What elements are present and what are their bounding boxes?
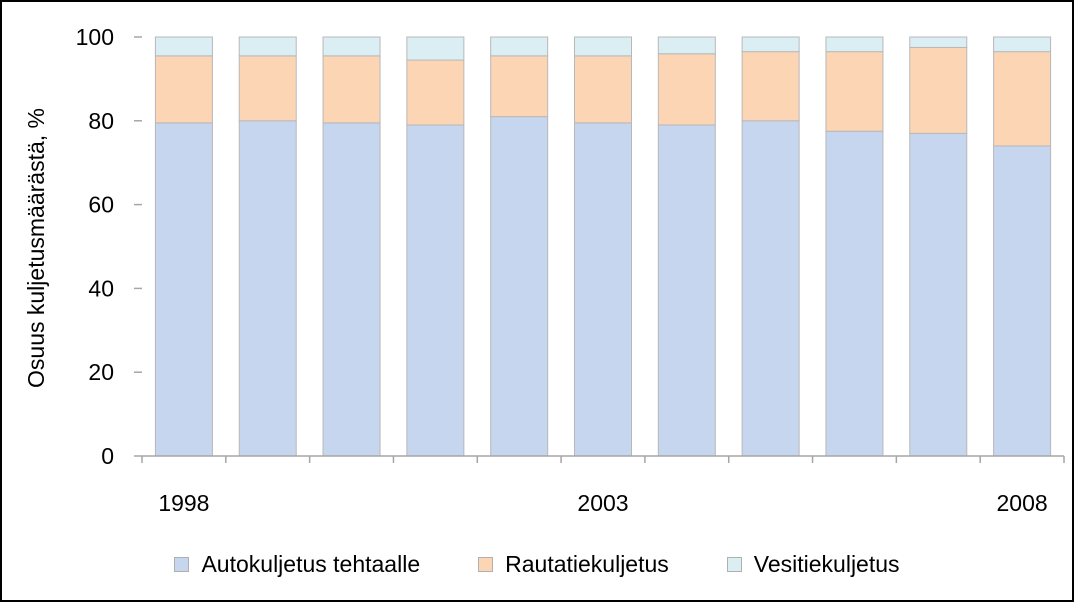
y-tick-label: 80: [88, 108, 114, 134]
bar-segment-vesitiekuljetus: [574, 36, 632, 57]
bar-segment-autokuljetus-tehtaalle: [657, 124, 716, 457]
legend-label: Rautatiekuljetus: [505, 550, 669, 577]
legend-swatch: [726, 556, 742, 572]
bar-segment-vesitiekuljetus: [909, 36, 968, 48]
bar-segment-vesitiekuljetus: [825, 36, 884, 53]
bar-segment-autokuljetus-tehtaalle: [825, 130, 884, 457]
x-tick-label: 1998: [158, 490, 209, 516]
y-tick-label: 0: [101, 443, 114, 469]
bar-segment-rautatiekuljetus: [322, 55, 381, 124]
y-axis-ticks: 0 20 40 60 80 100: [76, 24, 142, 469]
legend-item: Vesitiekuljetus: [726, 550, 900, 578]
stacked-bar-chart: 0 20 40 60 80 100 1998 2003 2008 Osuus kuljetus…: [23, 24, 1065, 516]
legend-label: Autokuljetus tehtaalle: [201, 550, 421, 577]
legend-swatch: [174, 556, 190, 572]
bar-segment-rautatiekuljetus: [741, 51, 800, 122]
bar-segment-autokuljetus-tehtaalle: [993, 145, 1052, 457]
bar-segment-rautatiekuljetus: [825, 51, 884, 132]
y-tick-label: 60: [88, 192, 114, 218]
bar-segment-vesitiekuljetus: [322, 36, 381, 57]
y-axis-title: Osuus kuljetusmäärästä, %: [23, 108, 49, 388]
bar-segment-rautatiekuljetus: [490, 55, 549, 118]
bar-segment-autokuljetus-tehtaalle: [322, 122, 381, 457]
bar-segment-rautatiekuljetus: [909, 46, 968, 134]
bar-segment-autokuljetus-tehtaalle: [238, 120, 297, 457]
bar-segment-autokuljetus-tehtaalle: [154, 122, 213, 457]
bar-segment-autokuljetus-tehtaalle: [909, 132, 968, 457]
legend: Autokuljetus tehtaalle Rautatiekuljetus Ve…: [2, 546, 1072, 582]
bar-segment-rautatiekuljetus: [993, 51, 1052, 147]
bars-group: [154, 36, 1052, 457]
bar-segment-rautatiekuljetus: [574, 55, 632, 124]
x-axis-ticks: 1998 2003 2008: [141, 456, 1065, 516]
bar-segment-autokuljetus-tehtaalle: [406, 124, 465, 457]
bar-segment-autokuljetus-tehtaalle: [574, 122, 632, 457]
legend-item: Rautatiekuljetus: [478, 551, 669, 578]
bar-segment-rautatiekuljetus: [238, 55, 297, 122]
legend-label: Vesitiekuljetus: [753, 550, 900, 577]
bar-segment-rautatiekuljetus: [154, 55, 213, 124]
bar-segment-vesitiekuljetus: [657, 36, 716, 55]
bar-segment-vesitiekuljetus: [741, 36, 800, 53]
legend-item: Autokuljetus tehtaalle: [174, 551, 420, 578]
bar-segment-vesitiekuljetus: [490, 36, 549, 57]
bar-segment-vesitiekuljetus: [154, 36, 213, 57]
y-tick-label: 40: [88, 275, 114, 301]
bar-segment-vesitiekuljetus: [993, 36, 1052, 53]
y-tick-label: 100: [76, 24, 114, 50]
y-tick-label: 20: [88, 359, 114, 385]
bar-segment-vesitiekuljetus: [238, 36, 297, 57]
legend-swatch: [478, 556, 494, 572]
bar-segment-rautatiekuljetus: [657, 53, 716, 126]
bar-segment-vesitiekuljetus: [406, 36, 465, 61]
x-tick-label: 2003: [577, 490, 628, 516]
x-tick-label: 2008: [997, 490, 1048, 516]
bar-segment-rautatiekuljetus: [406, 59, 465, 126]
bar-segment-autokuljetus-tehtaalle: [490, 116, 549, 457]
bar-segment-autokuljetus-tehtaalle: [741, 120, 800, 457]
